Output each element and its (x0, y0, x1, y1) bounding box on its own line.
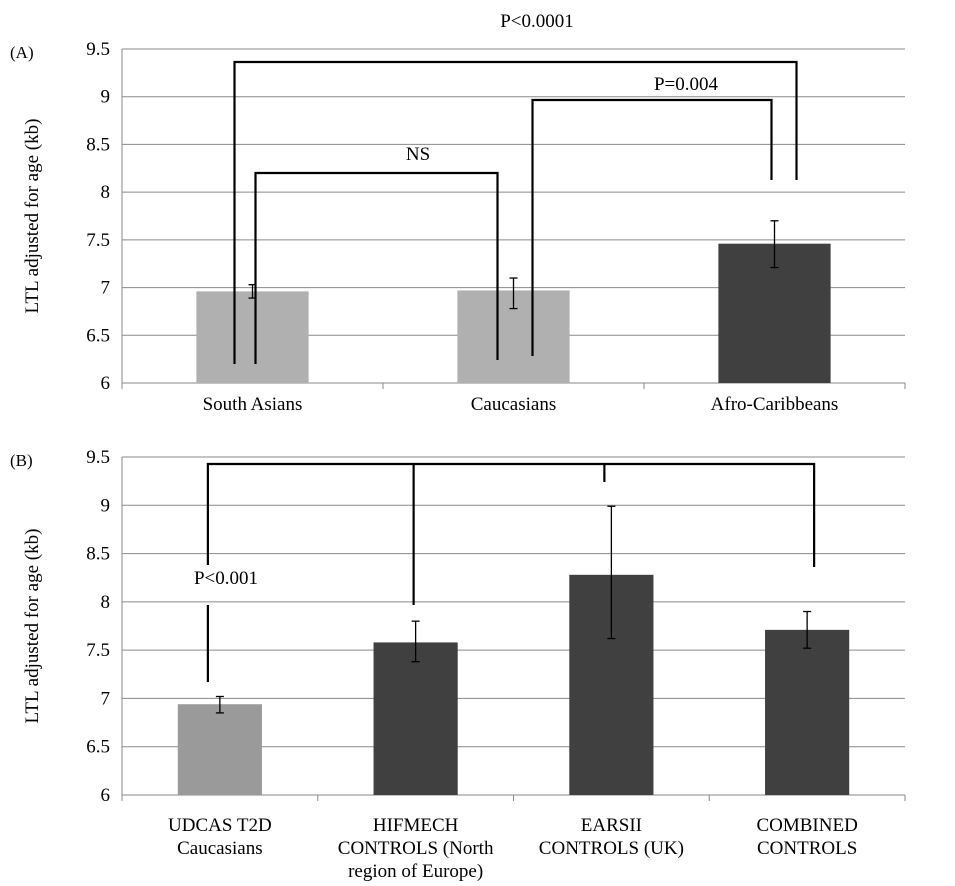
x-category-label: CONTROLS (757, 838, 857, 859)
significance-bracket (254, 171, 499, 364)
y-tick-label: 7.5 (86, 640, 110, 661)
y-tick-label: 9.5 (86, 447, 110, 468)
y-tick-label: 9 (101, 495, 111, 516)
bar (765, 629, 850, 795)
significance-label: P=0.004 (654, 74, 719, 95)
x-category-label: Caucasians (177, 838, 262, 859)
y-tick-label: 7 (101, 278, 111, 299)
y-tick-label: 8 (101, 592, 111, 613)
y-tick-label: 9.5 (86, 39, 110, 60)
x-category-label: Afro-Caribbeans (711, 394, 839, 415)
y-tick-label: 8 (101, 182, 111, 203)
x-category-label: Caucasians (471, 394, 556, 415)
x-category-label: region of Europe) (348, 861, 483, 882)
y-tick-label: 6.5 (86, 737, 110, 758)
x-category-label: UDCAS T2D (168, 815, 272, 836)
panel-label: (B) (10, 451, 33, 470)
x-category-label: EARSII (581, 815, 642, 836)
chart-panel-a: 6 6.5 7 7.5 8 8.5 9 9.5 South Asians Caucasians Af… (10, 11, 906, 415)
bar (373, 642, 458, 795)
significance-label: P<0.0001 (500, 11, 574, 32)
y-tick-label: 8.5 (86, 544, 110, 565)
y-tick-label: 8.5 (86, 134, 110, 155)
significance-label: NS (406, 144, 430, 165)
y-axis-label: LTL adjusted for age (kb) (22, 119, 43, 314)
significance-label: P<0.001 (194, 568, 258, 589)
y-axis-label: LTL adjusted for age (kb) (22, 529, 43, 724)
x-category-label: South Asians (203, 394, 303, 415)
significance-bracket (233, 60, 798, 364)
y-tick-label: 6 (101, 373, 111, 394)
y-tick-label: 9 (101, 87, 111, 108)
x-category-label: CONTROLS (North (338, 838, 494, 859)
y-tick-label: 6.5 (86, 325, 110, 346)
bar (196, 291, 309, 383)
x-category-label: HIFMECH (373, 815, 459, 836)
significance-bracket (206, 462, 816, 567)
bar (177, 704, 262, 795)
significance-bracket (531, 98, 773, 356)
y-tick-label: 7.5 (86, 230, 110, 251)
y-tick-label: 6 (101, 785, 111, 806)
panel-label: (A) (10, 43, 34, 62)
x-category-label: COMBINED (756, 815, 857, 836)
y-tick-label: 7 (101, 688, 111, 709)
x-category-label: CONTROLS (UK) (539, 838, 684, 859)
